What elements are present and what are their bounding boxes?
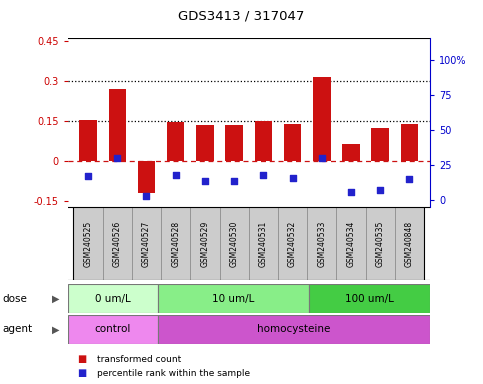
Text: ▶: ▶ <box>52 293 59 304</box>
Bar <box>226 125 243 161</box>
Bar <box>255 121 272 161</box>
Text: percentile rank within the sample: percentile rank within the sample <box>97 369 250 378</box>
Bar <box>220 207 249 280</box>
Point <box>84 173 92 179</box>
Bar <box>307 207 336 280</box>
Bar <box>103 207 132 280</box>
Text: GSM240525: GSM240525 <box>84 221 93 267</box>
Text: GDS3413 / 317047: GDS3413 / 317047 <box>178 10 305 23</box>
Text: GSM240528: GSM240528 <box>171 221 180 267</box>
Bar <box>284 124 301 161</box>
Text: agent: agent <box>2 324 32 334</box>
Text: GSM240530: GSM240530 <box>229 221 239 267</box>
Point <box>201 177 209 184</box>
Text: homocysteine: homocysteine <box>257 324 331 334</box>
Text: GSM240526: GSM240526 <box>113 221 122 267</box>
Text: 100 um/L: 100 um/L <box>345 293 394 304</box>
Text: ■: ■ <box>77 368 86 378</box>
Point <box>230 177 238 184</box>
Text: control: control <box>95 324 131 334</box>
Text: dose: dose <box>2 293 28 304</box>
Text: GSM240535: GSM240535 <box>376 221 384 267</box>
Text: GSM240532: GSM240532 <box>288 221 297 267</box>
Bar <box>79 119 97 161</box>
Text: 10 um/L: 10 um/L <box>213 293 255 304</box>
Bar <box>138 161 155 193</box>
Bar <box>313 77 330 161</box>
Bar <box>132 207 161 280</box>
Point <box>318 155 326 161</box>
Point <box>406 176 413 182</box>
Bar <box>167 122 185 161</box>
Bar <box>158 315 430 344</box>
Bar <box>371 127 389 161</box>
Bar <box>190 207 220 280</box>
Bar <box>158 284 309 313</box>
Bar <box>196 125 213 161</box>
Bar <box>342 144 360 161</box>
Text: GSM240533: GSM240533 <box>317 221 327 267</box>
Text: transformed count: transformed count <box>97 354 181 364</box>
Text: GSM240531: GSM240531 <box>259 221 268 267</box>
Text: GSM240527: GSM240527 <box>142 221 151 267</box>
Text: 0 um/L: 0 um/L <box>95 293 131 304</box>
Bar <box>68 315 158 344</box>
Text: GSM240534: GSM240534 <box>346 221 355 267</box>
Bar <box>395 207 424 280</box>
Point <box>347 189 355 195</box>
Bar <box>109 89 126 161</box>
Point <box>114 155 121 161</box>
Bar <box>249 207 278 280</box>
Bar <box>73 207 103 280</box>
Text: GSM240529: GSM240529 <box>200 221 210 267</box>
Bar <box>68 284 158 313</box>
Text: ■: ■ <box>77 354 86 364</box>
Text: GSM240848: GSM240848 <box>405 221 414 267</box>
Point <box>376 187 384 194</box>
Bar <box>309 284 430 313</box>
Text: ▶: ▶ <box>52 324 59 334</box>
Bar <box>401 124 418 161</box>
Point <box>289 175 297 181</box>
Point <box>142 193 150 199</box>
Bar <box>336 207 366 280</box>
Point <box>259 172 267 178</box>
Bar <box>161 207 190 280</box>
Bar <box>366 207 395 280</box>
Point <box>172 172 180 178</box>
Bar <box>278 207 307 280</box>
